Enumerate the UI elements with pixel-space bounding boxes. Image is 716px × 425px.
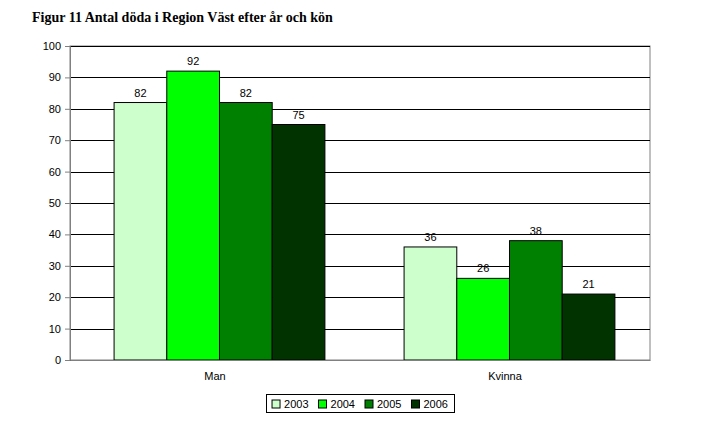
- x-tick: Man: [204, 360, 225, 382]
- plot-frame: [70, 46, 650, 360]
- bar: [167, 71, 220, 360]
- title: Figur 11 Antal döda i Region Väst efter …: [32, 10, 333, 25]
- y-tick-mark: [65, 140, 70, 141]
- y-tick: 20: [49, 291, 70, 303]
- x-tick-label: Man: [204, 370, 225, 382]
- y-tick-label: 50: [49, 197, 61, 209]
- y-tick-label: 90: [49, 71, 61, 83]
- y-tick-label: 0: [55, 354, 61, 366]
- legend-item: 2003: [272, 398, 308, 410]
- x-tick: Kvinna: [488, 360, 523, 382]
- y-tick-mark: [65, 297, 70, 298]
- legend-item: 2006: [411, 398, 447, 410]
- y-tick-label: 10: [49, 323, 61, 335]
- legend-label: 2003: [284, 398, 308, 410]
- y-tick-mark: [65, 329, 70, 330]
- y-tick-label: 20: [49, 291, 61, 303]
- y-tick-mark: [65, 203, 70, 204]
- x-axis: Man Kvinna: [71, 360, 651, 382]
- y-tick: 100: [43, 40, 70, 52]
- y-tick-mark: [65, 46, 70, 47]
- data-label: 26: [477, 262, 489, 274]
- y-axis-line: [65, 47, 71, 361]
- bar: [404, 247, 457, 360]
- bar: [509, 241, 562, 360]
- data-label: 38: [530, 225, 542, 237]
- x-axis-line: [71, 360, 651, 361]
- legend-label: 2004: [331, 398, 355, 410]
- grid-line: [70, 77, 650, 78]
- y-tick-label: 60: [49, 166, 61, 178]
- grid: [70, 47, 650, 361]
- legend-item: 2005: [365, 398, 401, 410]
- data-labels: 82 36 92 26 82 38 75 21: [134, 55, 594, 290]
- data-label: 82: [134, 87, 146, 99]
- bar: [562, 294, 615, 360]
- legend-swatch: [272, 400, 280, 408]
- y-axis: 0 10 20 30 40 50 60 70 80 90 100: [43, 40, 71, 366]
- legend-item: 2004: [319, 398, 355, 410]
- data-label: 75: [292, 109, 304, 121]
- y-tick-mark: [65, 172, 70, 173]
- legend-swatch: [365, 400, 373, 408]
- y-tick-label: 70: [49, 134, 61, 146]
- bar: [272, 125, 325, 361]
- bar: [114, 103, 167, 360]
- y-tick-mark: [65, 109, 70, 110]
- data-label: 92: [187, 55, 199, 67]
- data-label: 36: [424, 231, 436, 243]
- y-tick-label: 40: [49, 228, 61, 240]
- bar: [219, 103, 272, 360]
- y-tick-mark: [65, 266, 70, 267]
- y-tick: 10: [49, 323, 70, 335]
- bar: [457, 278, 510, 360]
- legend-swatch: [319, 400, 327, 408]
- y-tick: 80: [49, 103, 70, 115]
- bars: [114, 71, 615, 360]
- legend-label: 2006: [423, 398, 447, 410]
- x-tick-label: Kvinna: [488, 370, 523, 382]
- grid-line: [70, 360, 650, 361]
- y-tick-mark: [65, 234, 70, 235]
- y-tick: 90: [49, 71, 70, 83]
- y-tick-mark: [65, 77, 70, 78]
- data-label: 21: [582, 278, 594, 290]
- y-tick: 40: [49, 228, 70, 240]
- y-tick: 70: [49, 134, 70, 146]
- y-tick-label: 30: [49, 260, 61, 272]
- y-tick: 60: [49, 166, 70, 178]
- y-tick: 0: [55, 354, 70, 366]
- legend-box: [267, 395, 455, 413]
- legend-label: 2005: [377, 398, 401, 410]
- data-label: 82: [240, 87, 252, 99]
- y-tick: 50: [49, 197, 70, 209]
- grid-line: [70, 46, 650, 47]
- legend: 2003 2004 2005 2006: [267, 395, 455, 413]
- y-tick-label: 100: [43, 40, 61, 52]
- legend-swatch: [411, 400, 419, 408]
- chart: Figur 11 Antal döda i Region Väst efter …: [0, 0, 716, 425]
- y-tick-label: 80: [49, 103, 61, 115]
- y-tick-mark: [65, 360, 70, 361]
- y-tick: 30: [49, 260, 70, 272]
